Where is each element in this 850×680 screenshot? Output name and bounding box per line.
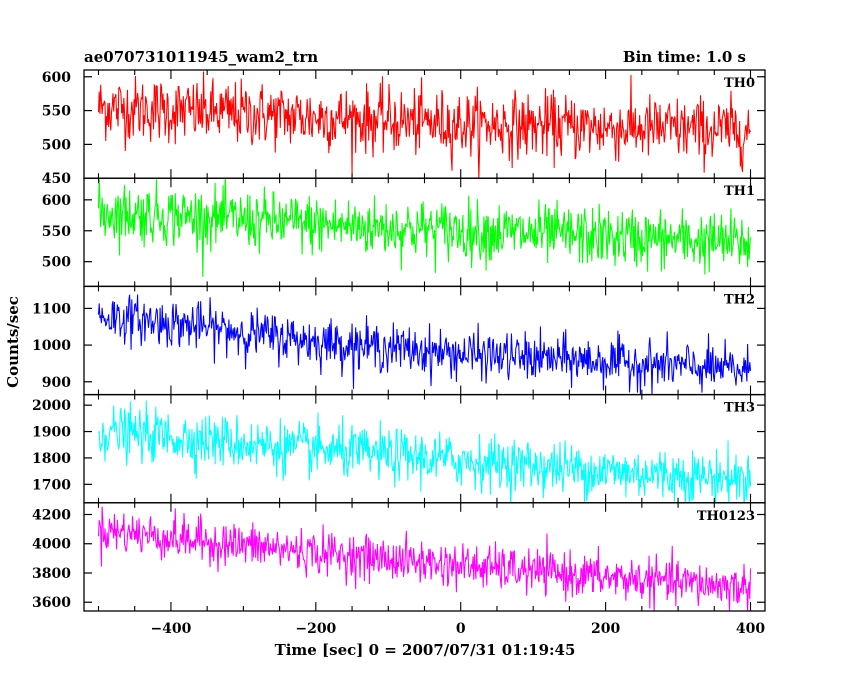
- y-tick-label: 3600: [32, 595, 71, 611]
- x-tick-label: 200: [591, 621, 620, 637]
- panel-stack: 450 500 550 600 TH0 500 550 600 TH1 900 1000 1100 TH…: [32, 69, 766, 612]
- panel-th0123: 3600 3800 4000 4200 TH0123: [32, 502, 766, 612]
- bin-time-label: Bin time: 1.0 s: [623, 48, 746, 66]
- panel-label: TH0: [724, 76, 755, 91]
- y-tick-label: 1100: [32, 301, 71, 317]
- panel-label: TH3: [724, 401, 755, 416]
- series-line-th1: [97, 178, 752, 278]
- panel-label: TH2: [724, 292, 755, 307]
- series-line-th0123: [97, 506, 752, 611]
- y-tick-label: 500: [42, 137, 71, 153]
- y-tick-label: 1700: [32, 477, 71, 493]
- panel-th2: 900 1000 1100 TH2: [32, 285, 766, 396]
- panel-frame: [83, 285, 766, 396]
- y-tick-label: 900: [42, 375, 71, 391]
- y-tick-label: 1800: [32, 451, 71, 467]
- series-line-th0: [97, 71, 751, 179]
- y-tick-label: 450: [42, 171, 71, 187]
- panel-th1: 500 550 600 TH1: [42, 177, 766, 288]
- y-tick-label: 1000: [32, 338, 71, 354]
- y-tick-label: 4000: [32, 537, 71, 553]
- x-tick-labels: −400 −200 0 200 400: [150, 621, 765, 637]
- x-tick-label: −400: [150, 621, 191, 637]
- y-tick-label: 500: [42, 255, 71, 271]
- series-line-th2: [97, 294, 752, 395]
- y-tick-label: 2000: [32, 398, 71, 414]
- x-tick-label: −200: [295, 621, 336, 637]
- y-tick-label: 550: [42, 224, 71, 240]
- y-tick-label: 1900: [32, 425, 71, 441]
- panel-th3: 1700 1800 1900 2000 TH3: [32, 393, 766, 504]
- panel-label: TH0123: [697, 509, 755, 524]
- y-tick-label: 550: [42, 104, 71, 120]
- y-tick-label: 600: [42, 193, 71, 209]
- panel-label: TH1: [724, 184, 755, 199]
- x-tick-label: 400: [736, 621, 765, 637]
- y-tick-label: 600: [42, 70, 71, 86]
- x-tick-label: 0: [456, 621, 466, 637]
- y-tick-label: 4200: [32, 507, 71, 523]
- y-tick-label: 3800: [32, 566, 71, 582]
- chart-title: ae070731011945_wam2_trn: [84, 48, 318, 66]
- panel-th0: 450 500 550 600 TH0: [42, 69, 766, 187]
- series-line-th3: [98, 400, 752, 503]
- panel-frame: [83, 502, 766, 612]
- y-axis-label: Counts/sec: [4, 296, 22, 388]
- x-axis-label: Time [sec] 0 = 2007/07/31 01:19:45: [275, 641, 576, 659]
